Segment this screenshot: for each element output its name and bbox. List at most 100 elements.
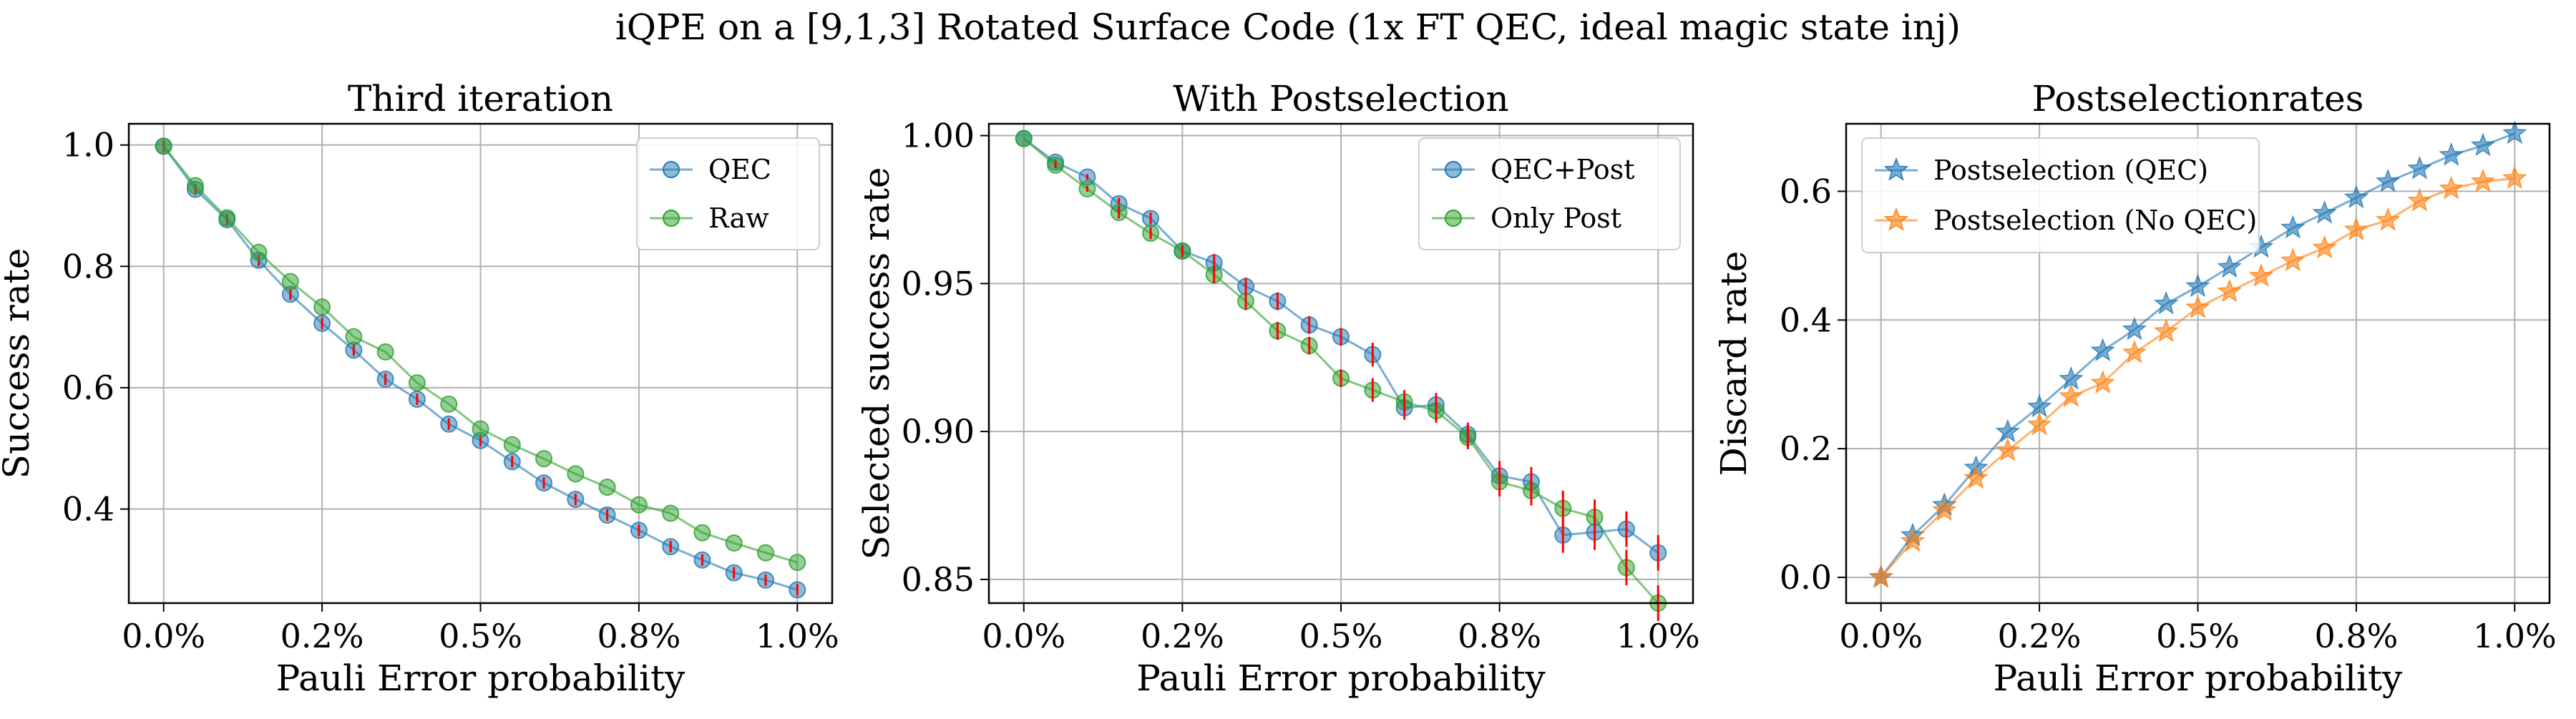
data-point xyxy=(630,496,648,514)
x-tick-label: 0.2% xyxy=(1141,617,1224,655)
data-point xyxy=(376,343,394,361)
data-point xyxy=(2375,207,2401,231)
chart-panel-3: 0.0% 0.2% 0.5% 0.8% 1.0% 0.0 0.2 0.4 0.6 Postsele… xyxy=(1713,78,2557,699)
legend-box xyxy=(636,137,820,250)
data-point xyxy=(2026,411,2052,436)
data-point xyxy=(2217,254,2243,278)
data-point xyxy=(1995,437,2021,461)
data-point xyxy=(2375,168,2401,192)
legend-label: Only Post xyxy=(1491,202,1621,234)
legend-box xyxy=(1418,137,1681,250)
data-point xyxy=(662,504,680,522)
y-tick-label: 1.00 xyxy=(902,117,975,155)
data-point xyxy=(313,298,331,316)
data-point xyxy=(2122,340,2147,363)
legend: QEC Raw xyxy=(636,137,820,250)
legend: QEC+Post Only Post xyxy=(1418,137,1681,250)
y-tick-label: 0.2 xyxy=(1780,429,1832,468)
data-point xyxy=(2502,165,2527,190)
data-point xyxy=(2312,200,2337,224)
data-point xyxy=(218,209,236,227)
chart-title: Third iteration xyxy=(348,78,613,119)
data-point xyxy=(1900,528,1926,552)
data-point xyxy=(2439,142,2464,166)
plot-frame xyxy=(1845,122,2551,605)
legend-label: Raw xyxy=(708,202,769,234)
data-point xyxy=(1995,419,2021,443)
data-point xyxy=(2312,235,2337,259)
chart-title: Postselectionrates xyxy=(2032,78,2364,119)
data-point xyxy=(281,273,299,290)
x-tick-label: 0.5% xyxy=(439,617,522,655)
y-tick-label: 0.95 xyxy=(902,264,975,303)
data-point xyxy=(598,479,616,497)
x-tick-label: 0.0% xyxy=(122,617,205,655)
y-axis-label: Success rate xyxy=(0,248,37,479)
x-tick-label: 0.2% xyxy=(1998,617,2082,655)
data-point xyxy=(2280,215,2306,239)
x-tick-label: 0.8% xyxy=(2314,617,2398,655)
legend-label: QEC+Post xyxy=(1491,154,1635,185)
plot-frame xyxy=(987,122,1694,605)
data-point xyxy=(725,534,743,552)
legend-box xyxy=(1861,137,2260,253)
data-point xyxy=(408,374,426,392)
plot-frame xyxy=(127,122,834,605)
data-point xyxy=(2090,338,2115,362)
legend-swatch-marker xyxy=(1883,157,1909,181)
y-tick-label: 0.8 xyxy=(62,247,114,285)
x-tick-label: 1.0% xyxy=(1616,617,1700,655)
data-point xyxy=(2407,155,2432,180)
data-point xyxy=(2439,175,2464,200)
data-point xyxy=(2059,383,2084,407)
legend-swatch-marker xyxy=(1883,207,1909,231)
legend-label: Postselection (No QEC) xyxy=(1933,205,2257,236)
legend-swatch-marker xyxy=(663,210,680,227)
data-point xyxy=(440,395,458,413)
x-tick-label: 0.0% xyxy=(982,617,1065,655)
x-tick-label: 0.8% xyxy=(597,617,680,655)
data-point xyxy=(1015,129,1033,147)
data-point xyxy=(2153,290,2179,315)
x-axis-label: Pauli Error probability xyxy=(1136,657,1546,699)
data-point xyxy=(345,328,363,346)
figure-suptitle: iQPE on a [9,1,3] Rotated Surface Code (… xyxy=(615,6,1961,48)
data-point xyxy=(186,177,204,195)
data-point xyxy=(2153,318,2179,343)
data-point xyxy=(155,137,172,155)
data-point xyxy=(567,465,585,483)
data-point xyxy=(2217,278,2243,303)
y-axis-label: Selected success rate xyxy=(856,167,897,559)
x-tick-label: 0.2% xyxy=(280,617,364,655)
y-axis-label: Discard rate xyxy=(1713,251,1755,476)
legend-label: QEC xyxy=(708,154,771,185)
legend-label: Postselection (QEC) xyxy=(1933,155,2208,186)
data-point xyxy=(2470,168,2496,192)
chart-panel-2: 0.0% 0.2% 0.5% 0.8% 1.0% 0.85 0.90 0.95 1.00 With… xyxy=(856,78,1700,699)
y-tick-label: 0.4 xyxy=(1780,300,1832,339)
data-point xyxy=(472,420,489,438)
panels: 0.0% 0.2% 0.5% 0.8% 1.0% 0.4 0.6 0.8 1.0 Third it… xyxy=(0,78,2557,699)
x-tick-label: 0.0% xyxy=(1839,617,1923,655)
data-point xyxy=(2185,273,2210,298)
data-point xyxy=(250,243,268,261)
x-axis-label: Pauli Error probability xyxy=(1994,657,2403,699)
data-point xyxy=(2470,132,2496,157)
data-point xyxy=(2122,316,2147,341)
data-point xyxy=(2502,120,2527,145)
y-tick-label: 0.4 xyxy=(62,490,114,529)
y-tick-label: 1.0 xyxy=(62,126,114,165)
y-tick-label: 0.90 xyxy=(902,412,975,451)
x-tick-label: 0.8% xyxy=(1458,617,1541,655)
data-point xyxy=(693,524,711,542)
data-point xyxy=(2026,393,2052,418)
data-point xyxy=(535,450,553,468)
x-tick-label: 1.0% xyxy=(2473,617,2557,655)
legend-swatch-marker xyxy=(1445,210,1462,227)
data-point xyxy=(2090,370,2115,394)
x-axis-label: Pauli Error probability xyxy=(276,657,686,699)
legend: Postselection (QEC) Postselection (No QEC… xyxy=(1861,137,2260,253)
y-tick-label: 0.85 xyxy=(902,560,975,599)
